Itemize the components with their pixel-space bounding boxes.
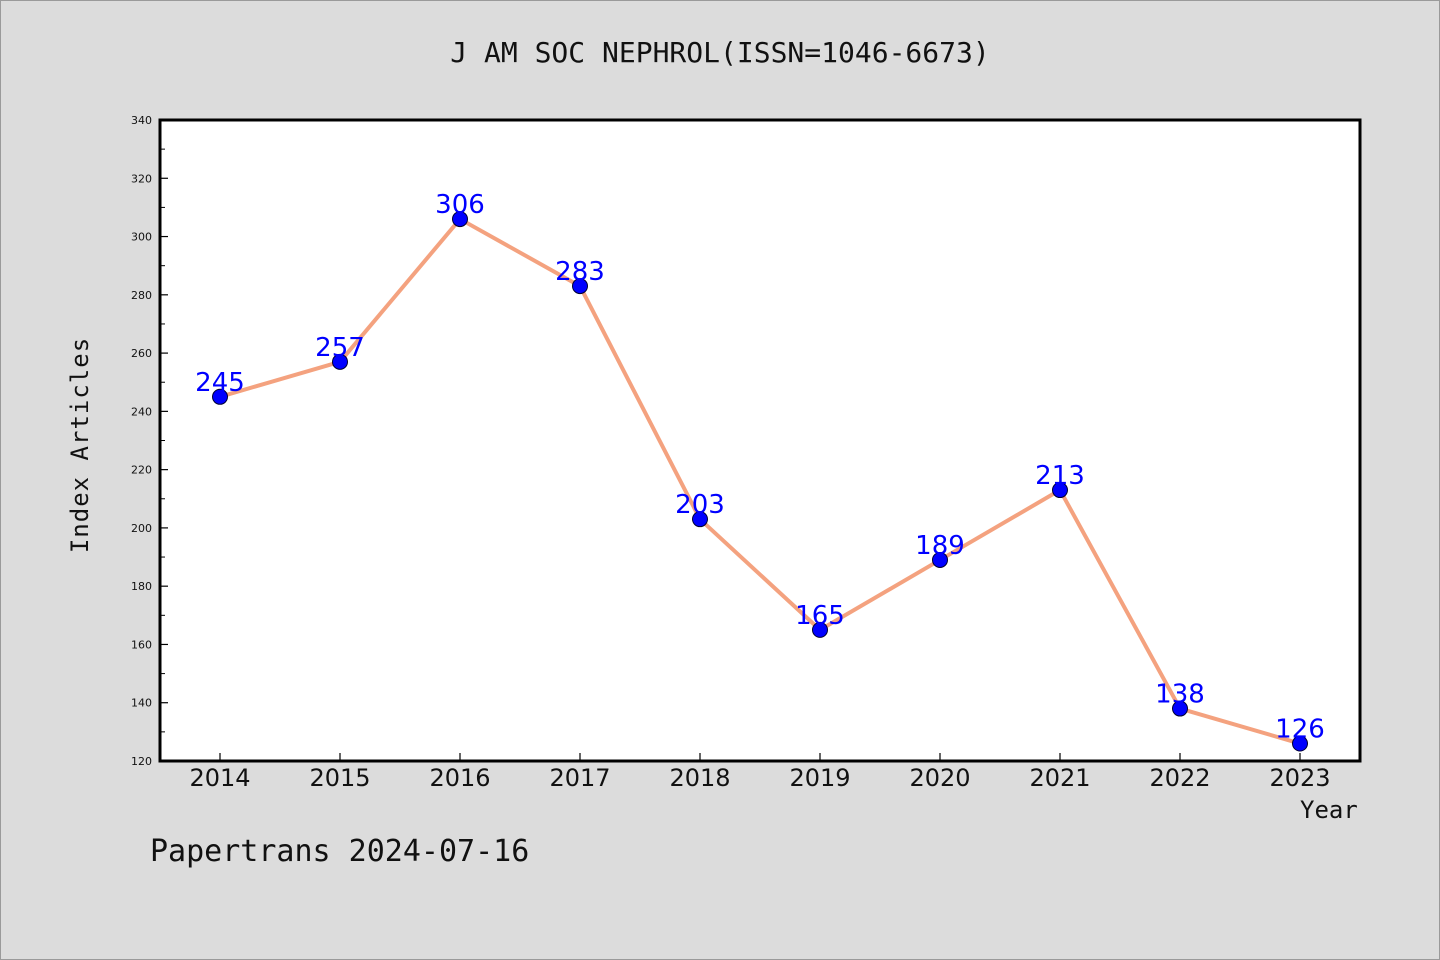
y-tick-label: 200 [131,522,152,535]
x-tick-label: 2020 [909,764,970,792]
data-point [212,388,228,405]
x-tick-label: 2019 [789,764,850,792]
plot-area [158,118,1362,763]
y-tick-label: 220 [131,464,152,477]
data-label: 165 [795,601,845,631]
data-point [1052,482,1068,499]
data-point [332,353,348,370]
y-tick-label: 120 [131,755,152,768]
data-label: 245 [195,368,245,398]
data-point [1292,735,1308,752]
x-tick-label: 2018 [669,764,730,792]
x-tick-label: 2015 [309,764,370,792]
x-tick-label: 2016 [429,764,490,792]
data-point [452,211,468,228]
data-label-group: 245 257 306 283 203 165 189 213 138 126 [195,190,1325,744]
data-point [932,551,948,568]
series-line [219,217,1301,746]
y-axis: 120 140 160 180 200 220 240 260 280 300 320 340 [131,114,168,768]
data-label: 257 [315,333,365,363]
data-point [1172,700,1188,717]
data-label: 203 [675,490,725,520]
footer-watermark: Papertrans 2024-07-16 [150,834,530,869]
y-tick-label: 280 [131,289,152,302]
y-tick-label: 240 [131,405,152,418]
y-tick-label: 340 [131,114,152,127]
chart-title: J AM SOC NEPHROL(ISSN=1046-6673) [450,36,990,69]
x-tick-label: 2021 [1029,764,1090,792]
data-label: 213 [1035,461,1085,491]
data-point [572,278,588,295]
data-label: 283 [555,257,605,287]
data-point [812,621,828,638]
y-tick-label: 140 [131,697,152,710]
y-tick-label: 160 [131,638,152,651]
x-tick-label: 2023 [1269,764,1330,792]
data-point [692,511,708,528]
series-group [212,211,1308,752]
x-tick-label: 2022 [1149,764,1210,792]
data-label: 189 [915,531,965,561]
x-axis: 2014 2015 2016 2017 2018 2019 2020 2021 2022 2023 [189,753,1331,792]
data-label: 138 [1155,680,1205,710]
data-label: 126 [1275,715,1325,745]
y-tick-label: 320 [131,172,152,185]
data-label: 306 [435,190,485,220]
x-tick-label: 2017 [549,764,610,792]
x-tick-label: 2014 [189,764,250,792]
y-tick-label: 300 [131,231,152,244]
y-tick-label: 260 [131,347,152,360]
y-tick-label: 180 [131,580,152,593]
x-axis-label: Year [1300,796,1358,824]
